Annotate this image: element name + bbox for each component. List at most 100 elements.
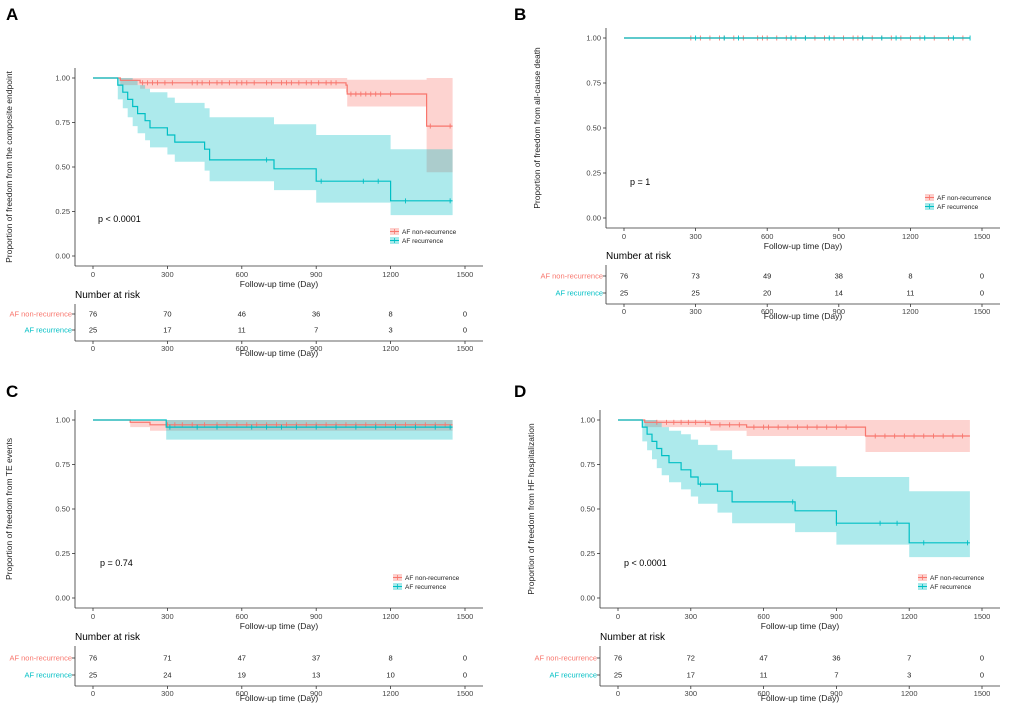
risk-value: 10 [386, 671, 394, 680]
risk-x-tick-label: 300 [685, 689, 698, 698]
risk-x-tick-label: 600 [761, 307, 774, 316]
x-tick-label: 1200 [382, 270, 399, 279]
x-tick-label: 0 [622, 232, 626, 241]
legend-label: AF recurrence [402, 238, 444, 245]
risk-value: 8 [389, 310, 393, 319]
risk-value: 37 [312, 654, 320, 663]
panel-label: C [6, 382, 18, 401]
risk-value: 49 [763, 272, 771, 281]
legend-label: AF recurrence [937, 204, 979, 211]
y-tick-label: 1.00 [586, 34, 601, 43]
y-tick-label: 0.00 [55, 594, 70, 603]
risk-x-axis-title: Follow-up time (Day) [240, 693, 319, 703]
x-tick-label: 1500 [974, 612, 991, 621]
x-axis-title: Follow-up time (Day) [240, 279, 319, 289]
x-tick-label: 900 [833, 232, 846, 241]
risk-value: 17 [163, 326, 171, 335]
risk-x-tick-label: 0 [91, 344, 95, 353]
risk-x-tick-label: 300 [161, 689, 174, 698]
x-tick-label: 1200 [902, 232, 919, 241]
x-axis-title: Follow-up time (Day) [761, 621, 840, 631]
risk-x-tick-label: 1500 [974, 689, 991, 698]
panel-a: A0.000.250.500.751.000 300 600 900 1200 1500F… [4, 5, 483, 358]
y-tick-label: 1.00 [55, 74, 70, 83]
risk-x-tick-label: 600 [236, 344, 249, 353]
legend: AF non-recurrence AF recurrence [925, 194, 992, 211]
km-line-non-recurrence [93, 77, 453, 127]
risk-x-axis-title: Follow-up time (Day) [764, 311, 843, 321]
risk-value: 47 [759, 654, 767, 663]
x-tick-label: 600 [236, 612, 249, 621]
y-tick-label: 0.00 [55, 252, 70, 261]
x-tick-label: 0 [616, 612, 620, 621]
risk-value: 20 [763, 289, 771, 298]
y-axis-title: Proportion of freedom from TE events [4, 438, 14, 580]
x-tick-label: 900 [310, 612, 323, 621]
risk-value: 25 [691, 289, 699, 298]
risk-x-tick-label: 900 [310, 689, 323, 698]
x-tick-label: 1500 [974, 232, 991, 241]
risk-value: 0 [980, 289, 984, 298]
x-tick-label: 300 [161, 270, 174, 279]
y-tick-label: 0.25 [55, 549, 70, 558]
risk-x-axis-title: Follow-up time (Day) [761, 693, 840, 703]
x-tick-label: 600 [757, 612, 770, 621]
risk-table: Number at risk AF non-recurrence 76 73 49 38 8… [540, 251, 1000, 321]
risk-value: 36 [832, 654, 840, 663]
risk-x-tick-label: 600 [236, 689, 249, 698]
y-tick-label: 1.00 [55, 416, 70, 425]
risk-x-tick-label: 0 [616, 689, 620, 698]
risk-value: 0 [463, 654, 467, 663]
risk-value: 72 [687, 654, 695, 663]
risk-x-tick-label: 900 [830, 689, 843, 698]
risk-value: 19 [238, 671, 246, 680]
risk-row-label: AF recurrence [24, 326, 72, 335]
legend-label: AF non-recurrence [930, 575, 985, 582]
risk-x-tick-label: 0 [91, 689, 95, 698]
risk-value: 76 [89, 310, 97, 319]
risk-value: 0 [463, 671, 467, 680]
x-tick-label: 600 [236, 270, 249, 279]
risk-value: 13 [312, 671, 320, 680]
y-tick-label: 0.50 [55, 163, 70, 172]
risk-x-tick-label: 300 [161, 344, 174, 353]
risk-row-label: AF non-recurrence [9, 310, 72, 319]
risk-value: 3 [389, 326, 393, 335]
risk-value: 11 [238, 326, 246, 335]
x-tick-label: 300 [161, 612, 174, 621]
risk-value: 7 [834, 671, 838, 680]
risk-value: 71 [163, 654, 171, 663]
x-tick-label: 600 [761, 232, 774, 241]
y-tick-label: 0.00 [586, 214, 601, 223]
risk-value: 7 [314, 326, 318, 335]
risk-x-tick-label: 0 [622, 307, 626, 316]
risk-x-tick-label: 1200 [902, 307, 919, 316]
risk-value: 25 [89, 326, 97, 335]
risk-value: 76 [614, 654, 622, 663]
y-tick-label: 0.50 [586, 124, 601, 133]
risk-value: 14 [835, 289, 843, 298]
x-axis-title: Follow-up time (Day) [764, 241, 843, 251]
y-tick-label: 1.00 [580, 416, 595, 425]
risk-value: 24 [163, 671, 171, 680]
risk-row-label: AF non-recurrence [9, 654, 72, 663]
risk-value: 36 [312, 310, 320, 319]
risk-row-label: AF recurrence [24, 671, 72, 680]
y-tick-label: 0.75 [55, 118, 70, 127]
p-value: p = 0.74 [100, 558, 133, 568]
risk-table-heading: Number at risk [600, 632, 666, 643]
risk-x-axis-title: Follow-up time (Day) [240, 348, 319, 358]
risk-value: 0 [980, 272, 984, 281]
risk-value: 3 [907, 671, 911, 680]
panel-b: B 0.00 0.25 0.50 0.75 1.00 0 300 600 900 1200 1500 F… [514, 5, 1000, 321]
risk-value: 70 [163, 310, 171, 319]
panel-label: D [514, 382, 526, 401]
legend-label: AF non-recurrence [402, 229, 457, 236]
risk-value: 8 [908, 272, 912, 281]
risk-value: 25 [89, 671, 97, 680]
risk-value: 46 [238, 310, 246, 319]
risk-row-label: AF non-recurrence [534, 654, 597, 663]
panel-d: D0.000.250.500.751.000 300 600 900 1200 1500F… [514, 382, 1000, 703]
